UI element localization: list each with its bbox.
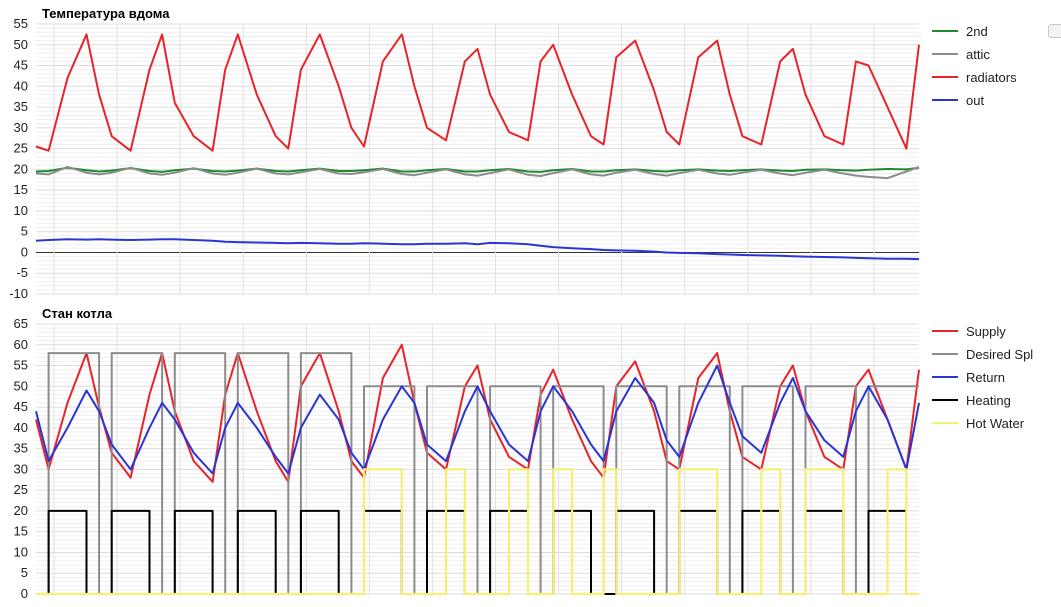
legend-item[interactable]: out [932,93,984,108]
y-tick-label: 15 [14,182,28,197]
series-line-attic [35,165,920,180]
series-line-radiators [35,33,920,152]
y-tick-label: 30 [14,120,28,135]
y-tick-label: 50 [14,378,28,393]
y-tick-label: -10 [9,286,28,301]
panel-toggle-button[interactable] [1048,24,1061,38]
y-axis: -10 -5 0 5 10 15 20 25 30 35 40 45 50 55 [9,16,28,301]
series-line-2nd [35,166,920,173]
series-lines [35,343,920,596]
legend-label: out [966,93,984,108]
y-tick-label: 40 [14,420,28,435]
boiler-chart: Стан котла 0 5 10 15 20 25 30 35 40 45 50 55 60 65 Su… [14,306,1034,601]
y-tick-label: 25 [14,482,28,497]
series-line-supply [35,343,920,483]
legend-item[interactable]: Hot Water [932,416,1025,431]
temperature-chart: Температура вдома -10 -5 0 5 10 15 20 25 30 35 40 4… [9,6,1017,301]
legend-label: Return [966,370,1005,385]
legend-label: radiators [966,70,1017,85]
y-tick-label: 45 [14,399,28,414]
y-tick-label: -5 [16,265,28,280]
y-tick-label: 55 [14,16,28,31]
legend-label: Supply [966,324,1006,339]
legend-label: Desired Spl [966,347,1033,362]
legend-item[interactable]: 2nd [932,24,988,39]
series-line-out [35,238,920,261]
y-tick-label: 10 [14,544,28,559]
legend[interactable]: 2nd attic radiators out [932,24,1017,108]
legend-item[interactable]: radiators [932,70,1017,85]
legend-label: 2nd [966,24,988,39]
legend-item[interactable]: Desired Spl [932,347,1033,362]
y-tick-label: 20 [14,503,28,518]
y-tick-label: 0 [21,586,28,601]
y-tick-label: 65 [14,316,28,331]
y-tick-label: 45 [14,58,28,73]
legend-label: Hot Water [966,416,1025,431]
y-tick-label: 5 [21,565,28,580]
chart-title: Стан котла [42,306,113,321]
vertical-grid [53,24,875,294]
y-tick-label: 55 [14,358,28,373]
series-lines [35,33,920,261]
legend-label: attic [966,47,990,62]
y-tick-label: 40 [14,78,28,93]
legend[interactable]: Supply Desired Spl Return Heating Hot Water [932,324,1033,431]
y-tick-label: 50 [14,37,28,52]
legend-item[interactable]: Return [932,370,1005,385]
series-line-desired-spl [36,352,919,595]
y-tick-label: 25 [14,141,28,156]
y-tick-label: 60 [14,337,28,352]
series-line-return [35,364,920,475]
chart-title: Температура вдома [42,6,170,21]
series-line-hot-water [36,468,919,596]
y-tick-label: 0 [21,244,28,259]
y-tick-label: 30 [14,461,28,476]
legend-label: Heating [966,393,1011,408]
legend-item[interactable]: Heating [932,393,1011,408]
y-tick-label: 20 [14,161,28,176]
legend-item[interactable]: attic [932,47,990,62]
y-tick-label: 15 [14,524,28,539]
y-tick-label: 35 [14,441,28,456]
y-axis: 0 5 10 15 20 25 30 35 40 45 50 55 60 65 [14,316,28,601]
legend-item[interactable]: Supply [932,324,1006,339]
y-tick-label: 10 [14,203,28,218]
y-tick-label: 5 [21,224,28,239]
y-tick-label: 35 [14,99,28,114]
